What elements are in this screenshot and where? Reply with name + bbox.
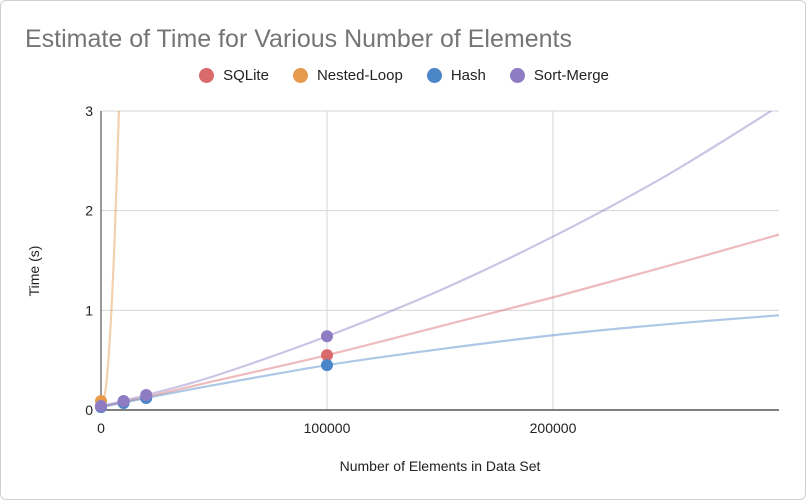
legend-item-sort-merge[interactable]: Sort-Merge xyxy=(509,67,609,84)
trendline-sqlite xyxy=(101,233,779,409)
trendline-sort-merge xyxy=(101,111,774,408)
y-tick-label: 1 xyxy=(85,302,93,318)
legend-swatch-sort-merge xyxy=(509,68,525,83)
axis-labels: Number of Elements in Data Set Time (s) xyxy=(26,246,540,474)
data-points xyxy=(95,330,333,414)
point-sort-merge xyxy=(117,395,130,408)
x-tick-label: 0 xyxy=(97,420,105,436)
point-sort-merge xyxy=(321,330,333,343)
y-axis-title: Time (s) xyxy=(26,246,42,297)
point-sqlite xyxy=(321,349,333,362)
grid-lines xyxy=(101,110,779,410)
legend-item-sqlite[interactable]: SQLite xyxy=(199,67,269,84)
legend-swatch-sqlite xyxy=(199,68,215,83)
legend-swatch-hash xyxy=(426,68,442,83)
legend: SQLite Nested-Loop Hash Sort-Merge xyxy=(1,67,806,84)
trendline-hash xyxy=(101,314,779,409)
point-sort-merge xyxy=(140,389,153,402)
y-tick-label: 2 xyxy=(85,203,93,219)
chart-title: Estimate of Time for Various Number of E… xyxy=(25,25,572,53)
y-tick-label: 3 xyxy=(85,103,93,119)
point-sort-merge xyxy=(95,400,107,413)
legend-item-nested-loop[interactable]: Nested-Loop xyxy=(292,67,403,84)
legend-label-hash: Hash xyxy=(450,67,486,84)
trendline-nested-loop xyxy=(101,111,121,406)
x-tick-label: 200000 xyxy=(530,420,577,436)
y-tick-label: 0 xyxy=(85,402,93,418)
x-tick-label: 100000 xyxy=(304,420,351,436)
point-hash xyxy=(321,359,333,372)
legend-label-sqlite: SQLite xyxy=(223,67,269,84)
axes: 0 1 2 3 0 100000 200000 xyxy=(85,103,779,436)
legend-label-nested-loop: Nested-Loop xyxy=(316,67,403,84)
trend-lines xyxy=(101,111,779,409)
legend-item-hash[interactable]: Hash xyxy=(426,67,486,84)
legend-swatch-nested-loop xyxy=(292,68,308,83)
x-axis-title: Number of Elements in Data Set xyxy=(340,458,541,474)
legend-label-sort-merge: Sort-Merge xyxy=(533,67,609,84)
